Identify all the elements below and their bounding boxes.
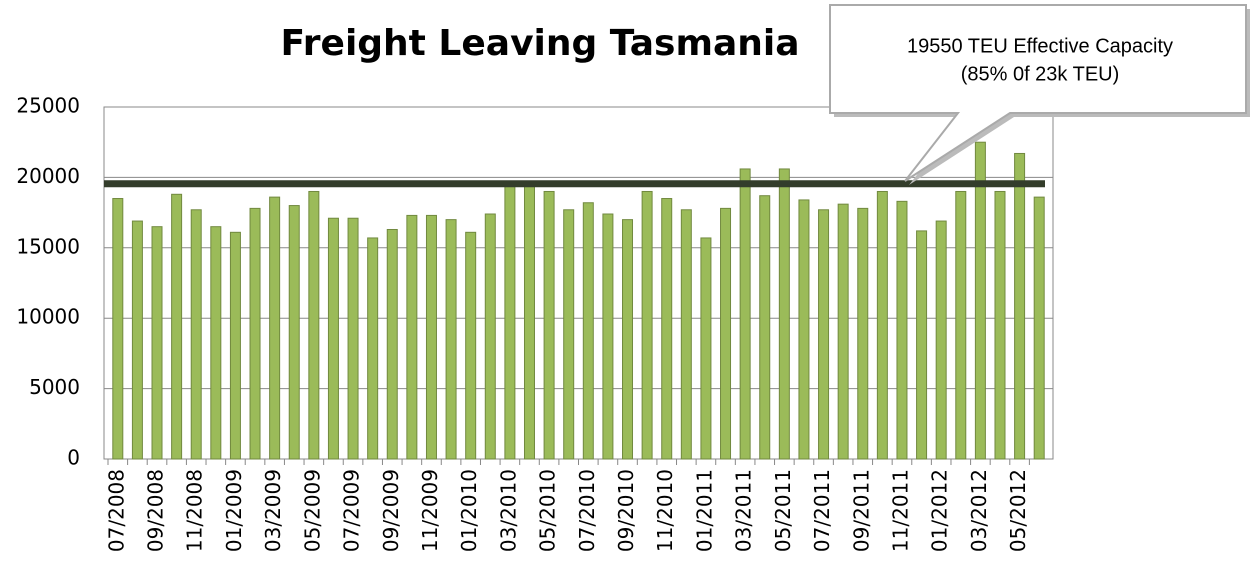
- x-tick-label: 03/2012: [967, 469, 991, 552]
- bar: [602, 213, 614, 460]
- bar: [1033, 196, 1045, 460]
- bar: [523, 183, 535, 460]
- bar: [916, 230, 928, 460]
- bar: [582, 202, 594, 460]
- x-tick-label: 05/2010: [536, 469, 560, 552]
- y-tick-label: 15000: [16, 234, 80, 258]
- bar: [269, 196, 281, 460]
- bar: [288, 205, 300, 460]
- x-tick-label: 01/2011: [692, 469, 716, 552]
- bar: [171, 193, 183, 460]
- bar: [661, 198, 673, 460]
- bar: [622, 219, 634, 460]
- x-tick-label: 01/2012: [928, 469, 952, 552]
- bar: [151, 226, 163, 460]
- x-tick-label: 07/2008: [104, 469, 128, 552]
- bar: [563, 209, 575, 460]
- bar: [327, 217, 339, 460]
- x-tick-label: 03/2011: [732, 469, 756, 552]
- bar: [465, 231, 477, 460]
- bar: [700, 237, 712, 460]
- bar: [818, 209, 830, 460]
- bar: [876, 190, 888, 460]
- bar: [1014, 152, 1026, 460]
- bar: [857, 207, 869, 460]
- bar: [720, 207, 732, 460]
- callout: [829, 4, 1247, 182]
- bar: [484, 213, 496, 460]
- x-tick-label: 09/2010: [614, 469, 638, 552]
- x-tick-label: 01/2009: [222, 469, 246, 552]
- bar: [308, 190, 320, 460]
- x-tick-label: 05/2009: [300, 469, 324, 552]
- x-tick-label: 07/2009: [340, 469, 364, 552]
- x-tick-label: 05/2011: [771, 469, 795, 552]
- bar: [837, 203, 849, 460]
- callout-text: (85% 0f 23k TEU): [961, 63, 1120, 85]
- bar: [974, 141, 986, 460]
- x-tick-label: 05/2012: [1006, 469, 1030, 552]
- bar: [229, 231, 241, 460]
- x-tick-label: 09/2009: [379, 469, 403, 552]
- bar: [504, 182, 516, 460]
- bar: [210, 226, 222, 460]
- bar: [955, 190, 967, 460]
- y-tick-label: 5000: [29, 375, 80, 399]
- bar: [680, 209, 692, 460]
- bar: [759, 195, 771, 460]
- bar: [543, 190, 555, 460]
- bar: [425, 214, 437, 460]
- x-tick-label: 09/2008: [144, 469, 168, 552]
- bar: [798, 199, 810, 460]
- bar: [131, 220, 143, 460]
- x-tick-label: 11/2009: [418, 469, 442, 552]
- bar: [935, 220, 947, 460]
- y-tick-label: 25000: [16, 94, 80, 118]
- bar: [445, 219, 457, 460]
- x-tick-label: 11/2010: [653, 469, 677, 552]
- bar: [406, 214, 418, 460]
- x-tick-label: 11/2008: [183, 469, 207, 552]
- bar: [641, 190, 653, 460]
- plot-border: [103, 106, 1054, 460]
- y-tick-label: 0: [67, 446, 80, 470]
- bar: [994, 190, 1006, 460]
- x-tick-label: 01/2010: [457, 469, 481, 552]
- bar: [739, 168, 751, 460]
- x-tick-label: 07/2011: [810, 469, 834, 552]
- bar: [367, 237, 379, 460]
- callout-text: 19550 TEU Effective Capacity: [907, 35, 1173, 57]
- bar: [112, 198, 124, 460]
- y-tick-label: 10000: [16, 305, 80, 329]
- bar: [249, 207, 261, 460]
- x-tick-label: 11/2011: [888, 469, 912, 552]
- y-tick-label: 20000: [16, 164, 80, 188]
- bar: [347, 217, 359, 460]
- bar: [778, 168, 790, 460]
- bar: [896, 200, 908, 460]
- bar: [190, 209, 202, 460]
- x-tick-label: 07/2010: [575, 469, 599, 552]
- chart-title: Freight Leaving Tasmania: [280, 23, 799, 64]
- x-tick-label: 03/2009: [261, 469, 285, 552]
- x-tick-label: 03/2010: [496, 469, 520, 552]
- bar: [386, 228, 398, 460]
- x-tick-label: 09/2011: [849, 469, 873, 552]
